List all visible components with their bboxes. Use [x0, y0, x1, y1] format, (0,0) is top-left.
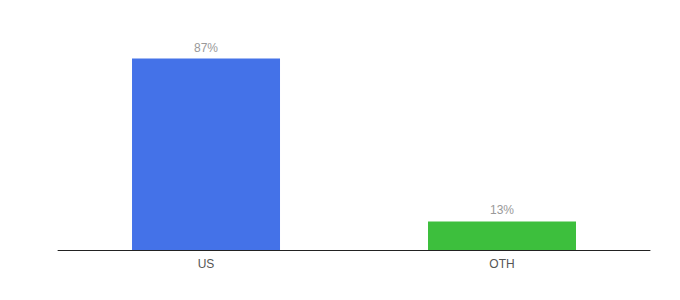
svg-text:13%: 13% — [490, 203, 514, 217]
svg-text:OTH: OTH — [489, 257, 514, 271]
svg-text:US: US — [198, 257, 215, 271]
svg-text:87%: 87% — [194, 41, 218, 55]
